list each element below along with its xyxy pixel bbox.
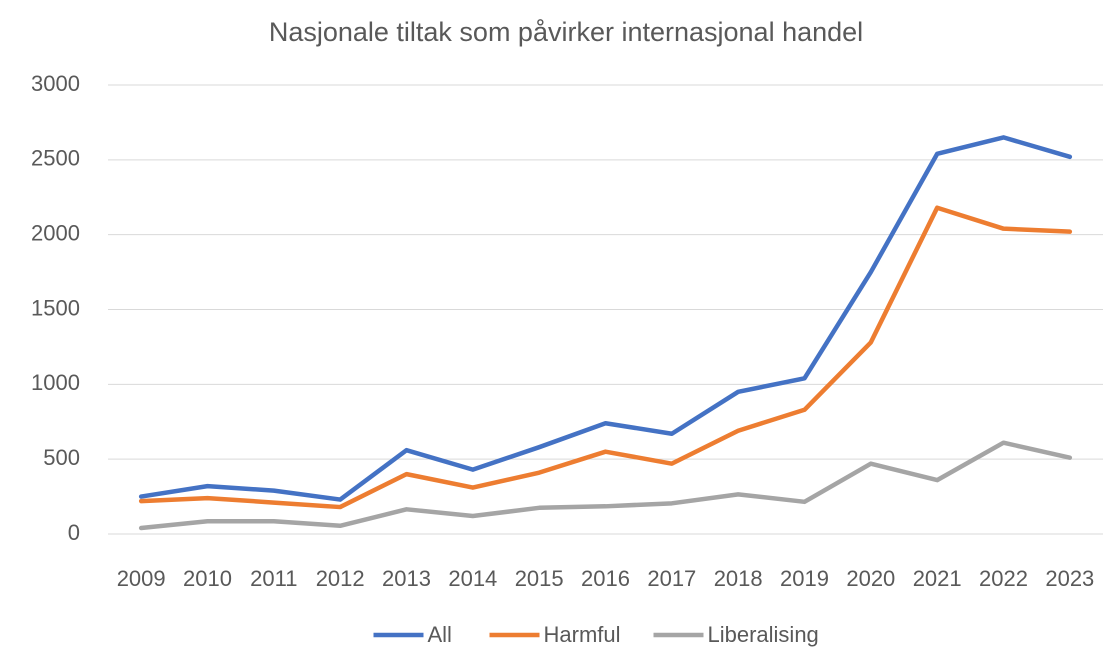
line-series: [138, 205, 1073, 510]
x-tick-label: 2019: [780, 566, 829, 591]
x-tick-label: 2020: [846, 566, 895, 591]
y-tick-label: 3000: [31, 71, 80, 96]
y-tick-label: 0: [68, 520, 80, 545]
y-tick-label: 2500: [31, 146, 80, 171]
x-tick-label: 2022: [979, 566, 1028, 591]
y-tick-label: 1500: [31, 295, 80, 320]
x-tick-label: 2012: [316, 566, 365, 591]
x-tick-label: 2015: [515, 566, 564, 591]
x-tick-label: 2011: [250, 566, 297, 591]
x-tick-label: 2013: [382, 566, 431, 591]
legend-label: All: [428, 622, 452, 647]
y-tick-label: 1000: [31, 370, 80, 395]
legend-label: Harmful: [544, 622, 621, 647]
x-tick-label: 2017: [647, 566, 696, 591]
y-tick-label: 2000: [31, 220, 80, 245]
x-tick-label: 2014: [448, 566, 497, 591]
x-tick-label: 2016: [581, 566, 630, 591]
x-tick-label: 2023: [1045, 566, 1094, 591]
line-series: [138, 135, 1073, 502]
legend-label: Liberalising: [708, 622, 819, 647]
x-tick-label: 2018: [714, 566, 763, 591]
y-tick-label: 500: [43, 445, 80, 470]
x-tick-label: 2010: [183, 566, 232, 591]
chart-title: Nasjonale tiltak som påvirker internasjo…: [269, 17, 863, 47]
line-series: [138, 440, 1073, 531]
x-tick-label: 2021: [913, 566, 962, 591]
x-tick-label: 2009: [117, 566, 166, 591]
